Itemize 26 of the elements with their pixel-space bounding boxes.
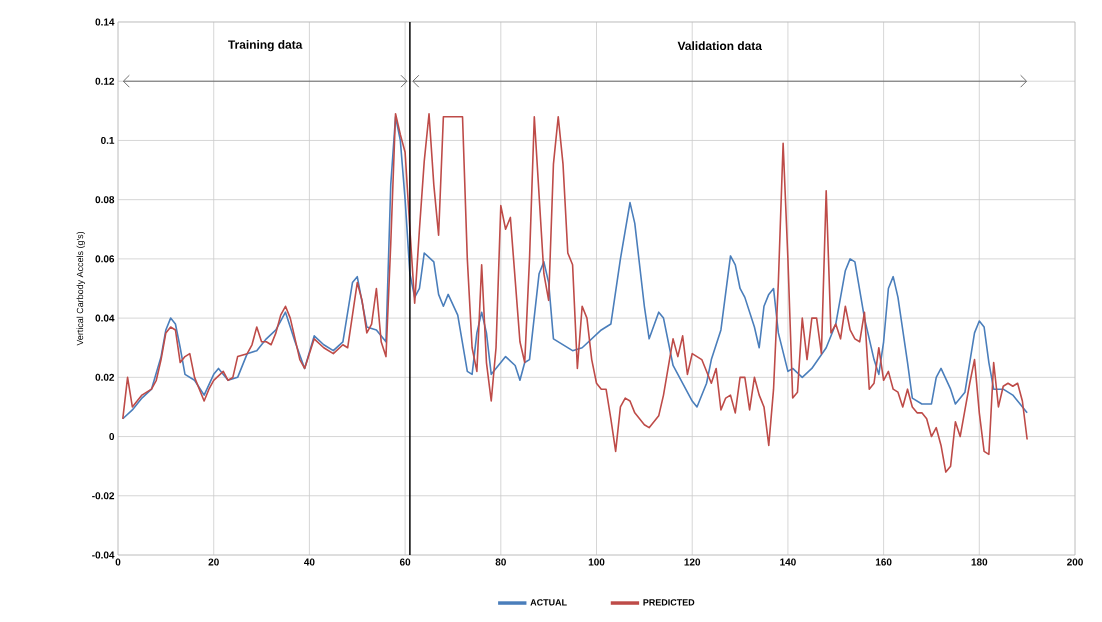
x-tick-label: 80 (495, 558, 506, 566)
annotation: Training data (228, 40, 303, 52)
x-tick-label: 180 (971, 558, 988, 566)
y-tick-label: 0.04 (95, 314, 115, 322)
legend-label: PREDICTED (643, 599, 695, 606)
y-axis-title: Vertical Carbody Accels (g's) (76, 231, 85, 346)
x-tick-label: 40 (304, 558, 315, 566)
x-tick-label: 0 (115, 558, 121, 566)
y-tick-label: 0 (109, 433, 115, 441)
x-tick-label: 20 (208, 558, 219, 566)
x-tick-label: 140 (780, 558, 796, 566)
y-tick-label: -0.02 (92, 492, 115, 500)
x-tick-label: 100 (588, 558, 605, 566)
legend-label: ACTUAL (530, 599, 567, 606)
y-tick-label: -0.04 (92, 551, 115, 559)
annotation: Validation data (677, 41, 762, 51)
x-tick-label: 60 (399, 558, 411, 566)
x-tick-label: 200 (1067, 558, 1083, 566)
y-tick-label: 0.12 (95, 77, 115, 85)
y-tick-label: 0.06 (95, 255, 115, 263)
y-tick-label: 0.02 (95, 373, 115, 381)
x-tick-label: 120 (684, 558, 701, 566)
x-tick-label: 160 (875, 558, 892, 566)
y-tick-label: 0.14 (95, 18, 115, 26)
y-tick-label: 0.08 (95, 196, 115, 204)
y-tick-label: 0.1 (101, 136, 115, 144)
